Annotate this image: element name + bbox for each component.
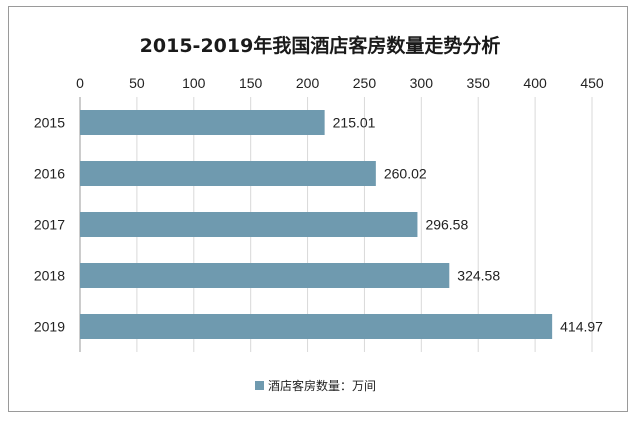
data-label: 260.02 [384, 166, 427, 182]
chart-frame [8, 6, 628, 412]
bar [80, 263, 450, 288]
x-tick-label: 400 [523, 75, 547, 91]
data-labels: 215.01 260.02 296.58 324.58 414.97 [333, 115, 604, 335]
bars [80, 110, 553, 339]
legend-label: 酒店客房数量：万间 [268, 378, 376, 393]
x-tick-label: 250 [353, 75, 377, 91]
legend-swatch [255, 381, 264, 390]
grid-lines [79, 97, 593, 352]
category-label: 2018 [34, 268, 65, 284]
data-label: 414.97 [560, 319, 603, 335]
x-tick-label: 150 [239, 75, 263, 91]
category-label: 2016 [34, 166, 65, 182]
x-tick-label: 450 [580, 75, 604, 91]
chart-title: 2015-2019年我国酒店客房数量走势分析 [140, 34, 501, 57]
category-labels: 2015 2016 2017 2018 2019 [34, 115, 65, 335]
category-label: 2017 [34, 217, 65, 233]
category-label: 2019 [34, 319, 65, 335]
bar [80, 110, 325, 135]
x-tick-label: 100 [182, 75, 206, 91]
x-tick-label: 200 [296, 75, 320, 91]
x-tick-label: 350 [467, 75, 491, 91]
x-tick-label: 0 [76, 75, 84, 91]
category-label: 2015 [34, 115, 65, 131]
data-label: 215.01 [333, 115, 376, 131]
data-label: 324.58 [457, 268, 500, 284]
legend: 酒店客房数量：万间 [255, 378, 376, 393]
x-axis-ticks: 0 50 100 150 200 250 300 350 400 450 [76, 75, 604, 91]
bar [80, 161, 376, 186]
x-tick-label: 50 [129, 75, 145, 91]
x-tick-label: 300 [410, 75, 434, 91]
bar [80, 314, 553, 339]
bar [80, 212, 418, 237]
data-label: 296.58 [425, 217, 468, 233]
